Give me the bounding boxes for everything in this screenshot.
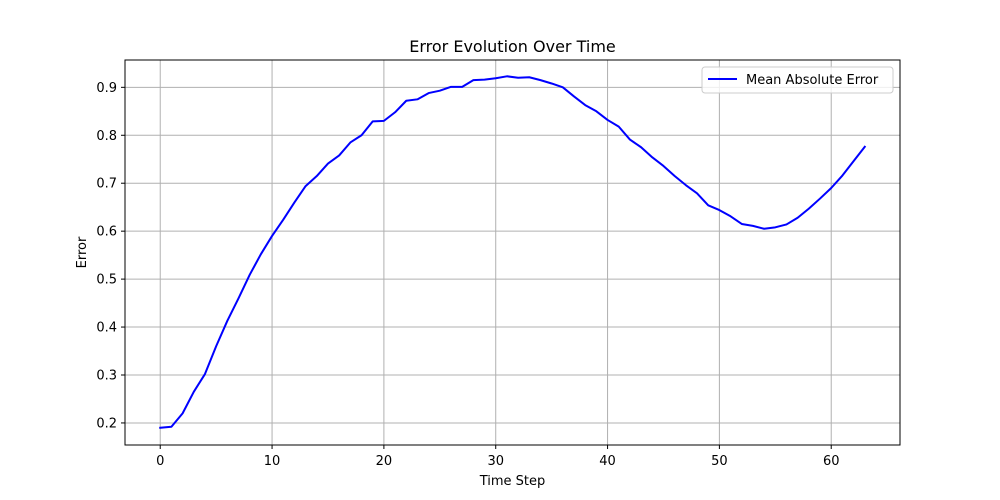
x-tick-label: 60 <box>823 454 840 469</box>
x-tick-label: 0 <box>156 454 164 469</box>
x-tick-label: 20 <box>376 454 393 469</box>
ticks: 0 10 20 30 40 50 60 0.2 0.3 0.4 0.5 0.6 0.7 0.8 0.9 <box>96 81 839 469</box>
chart-title: Error Evolution Over Time <box>409 37 616 56</box>
y-tick-label: 0.3 <box>96 369 117 384</box>
series-layer <box>159 75 867 429</box>
x-axis-label: Time Step <box>479 474 546 489</box>
x-tick-label: 30 <box>487 454 504 469</box>
y-tick-label: 0.7 <box>96 177 117 192</box>
y-tick-label: 0.6 <box>96 225 117 240</box>
y-tick-label: 0.9 <box>96 81 117 96</box>
y-tick-label: 0.5 <box>96 273 117 288</box>
legend-box <box>701 66 894 94</box>
series-line-mean-absolute-error <box>159 75 867 429</box>
grid <box>125 60 900 445</box>
plot-frame <box>124 59 901 446</box>
x-tick-label: 10 <box>264 454 281 469</box>
y-tick-label: 0.4 <box>96 321 117 336</box>
legend-label: Mean Absolute Error <box>746 73 879 88</box>
legend: Mean Absolute Error <box>701 66 894 94</box>
y-axis-label: Error <box>75 236 90 268</box>
y-tick-label: 0.2 <box>96 416 117 431</box>
x-tick-label: 50 <box>711 454 728 469</box>
y-tick-label: 0.8 <box>96 129 117 144</box>
x-tick-label: 40 <box>599 454 616 469</box>
